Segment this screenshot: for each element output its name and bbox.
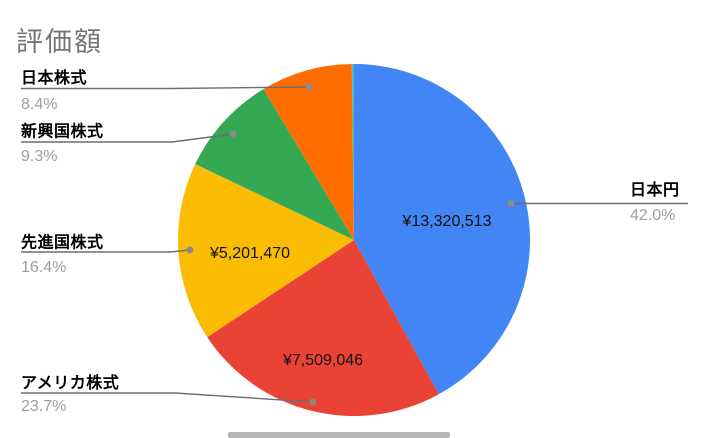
leader-line-emerging-stocks — [21, 133, 234, 143]
slice-value-us-stocks: ¥7,509,046 — [282, 352, 363, 369]
slice-label-us-stocks: アメリカ株式 — [21, 373, 119, 392]
slice-callouts: 日本株式 8.4% 新興国株式 9.3% 先進国株式 16.4% アメリカ株式 … — [21, 68, 680, 415]
slice-value-labels: ¥13,320,513 ¥7,509,046 ¥5,201,470 — [209, 213, 492, 369]
leader-lines — [21, 83, 688, 406]
chart-title: 評価額 — [16, 27, 103, 57]
leader-dot-japanese-yen — [507, 200, 515, 207]
slice-percent-emerging-stocks: 9.3% — [21, 148, 57, 165]
slice-label-developed-stocks: 先進国株式 — [21, 233, 104, 252]
leader-line-us-stocks — [21, 392, 314, 403]
pie-slice-emerging-stocks[interactable] — [195, 89, 354, 240]
pie-slice-japanese-stocks[interactable] — [263, 64, 354, 240]
slice-percent-japanese-stocks: 8.4% — [21, 96, 57, 113]
slice-percent-japanese-yen: 42.0% — [630, 207, 675, 224]
leader-line-japanese-stocks — [21, 86, 310, 90]
slice-value-developed-stocks: ¥5,201,470 — [209, 245, 290, 262]
leader-dot-us-stocks — [309, 398, 317, 406]
slice-percent-us-stocks: 23.7% — [21, 398, 66, 415]
slice-value-japanese-yen: ¥13,320,513 — [402, 213, 492, 230]
leader-dot-emerging-stocks — [229, 130, 237, 138]
pie-slices — [177, 63, 531, 417]
leader-dot-japanese-stocks — [305, 83, 313, 91]
slice-label-japanese-yen: 日本円 — [630, 180, 680, 199]
leader-dot-developed-stocks — [186, 246, 194, 254]
pie-slice-us-stocks[interactable] — [207, 240, 439, 417]
slice-percent-developed-stocks: 16.4% — [21, 259, 66, 276]
pie-slice-developed-stocks[interactable] — [177, 164, 354, 338]
horizontal-scrollbar-thumb[interactable] — [228, 432, 450, 438]
slice-label-japanese-stocks: 日本株式 — [21, 68, 87, 87]
leader-line-developed-stocks — [21, 249, 191, 253]
pie-slice-japanese-yen[interactable] — [354, 64, 531, 395]
pie-slice-other-sliver[interactable] — [351, 63, 354, 241]
slice-label-emerging-stocks: 新興国株式 — [21, 122, 104, 141]
